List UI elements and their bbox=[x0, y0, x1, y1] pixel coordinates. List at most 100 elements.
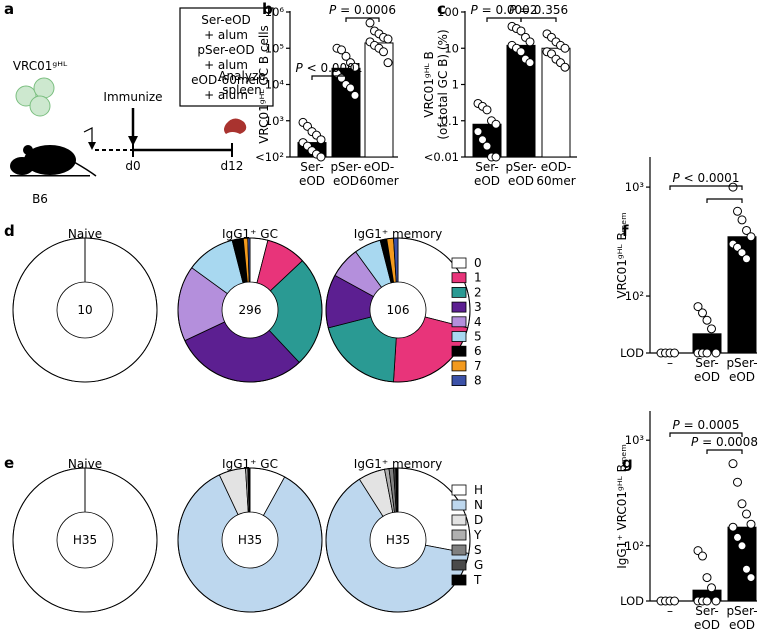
legend-swatch bbox=[451, 272, 467, 284]
donut-outline bbox=[12, 467, 158, 613]
data-point bbox=[702, 596, 712, 606]
spleen bbox=[224, 118, 247, 134]
data-point bbox=[707, 324, 716, 334]
significance-bracket bbox=[669, 432, 743, 437]
legend-swatch bbox=[451, 529, 467, 541]
x-tick-label: pSer-eOD bbox=[505, 160, 536, 188]
x-tick-label: pSer-eOD bbox=[726, 604, 757, 630]
data-point bbox=[670, 348, 679, 358]
x-tick-label: Ser-eOD bbox=[694, 604, 720, 630]
y-tick-label: 10² bbox=[625, 289, 644, 303]
legend-label: S bbox=[474, 543, 482, 557]
arrow-head bbox=[88, 142, 96, 150]
legend-label: 7 bbox=[474, 359, 482, 373]
panel-letter: g bbox=[622, 454, 633, 472]
data-point bbox=[711, 348, 721, 358]
data-point bbox=[516, 26, 526, 36]
x-tick-label: Ser-eOD bbox=[474, 160, 500, 188]
x-tick-label: – bbox=[667, 604, 673, 618]
p-value: P < 0.0001 bbox=[673, 171, 740, 185]
data-point bbox=[742, 564, 751, 574]
data-point bbox=[516, 47, 526, 57]
data-point bbox=[698, 551, 707, 561]
inject-arrow bbox=[83, 127, 93, 148]
legend-label: Y bbox=[473, 528, 482, 542]
donut-title: Naive bbox=[68, 457, 102, 471]
data-point bbox=[482, 141, 492, 151]
donut-title: IgG1⁺ GC bbox=[222, 227, 278, 241]
data-point bbox=[728, 522, 738, 532]
day-label: d0 bbox=[125, 159, 140, 173]
legend-swatch bbox=[451, 360, 467, 372]
y-axis-label: VRC01ᵍᴴᴸ GC B cells bbox=[257, 25, 271, 144]
y-tick-label: <10² bbox=[255, 150, 284, 164]
x-tick-label: Ser-eOD bbox=[694, 356, 720, 384]
data-point bbox=[698, 308, 707, 318]
data-point bbox=[733, 206, 742, 216]
y-tick-label: <0.01 bbox=[424, 150, 459, 164]
bar bbox=[727, 526, 757, 602]
data-point bbox=[693, 302, 703, 312]
data-point bbox=[737, 215, 747, 225]
panel-letter: c bbox=[437, 0, 446, 18]
p-value: P = 0.0006 bbox=[329, 3, 396, 17]
legend-label: 3 bbox=[474, 300, 482, 314]
p-value: P = 0.356 bbox=[509, 3, 568, 17]
data-point bbox=[478, 135, 487, 145]
data-point bbox=[491, 119, 501, 129]
legend-label: 0 bbox=[474, 256, 482, 270]
data-point bbox=[337, 45, 346, 55]
panel-letter: b bbox=[262, 0, 273, 18]
significance-bracket bbox=[520, 17, 557, 22]
data-point bbox=[316, 152, 326, 162]
data-point bbox=[746, 232, 756, 242]
data-point bbox=[560, 62, 570, 72]
legend-swatch bbox=[451, 375, 467, 387]
data-point bbox=[702, 315, 712, 325]
y-axis-label: VRC01ᵍᴴᴸ B(of total GC B) (%) bbox=[422, 29, 450, 139]
data-point bbox=[746, 519, 756, 529]
immunize-label: Immunize bbox=[103, 90, 162, 104]
data-point bbox=[482, 105, 492, 115]
y-tick-label: 0.1 bbox=[441, 114, 459, 128]
legend-label: 1 bbox=[474, 271, 482, 285]
data-point bbox=[737, 248, 747, 258]
data-point bbox=[728, 459, 738, 469]
donut-center: H35 bbox=[386, 533, 410, 547]
mouse bbox=[10, 145, 97, 177]
donut-title: Naive bbox=[68, 227, 102, 241]
x-tick-label: pSer-eOD bbox=[330, 160, 361, 188]
donut-center: H35 bbox=[73, 533, 97, 547]
legend-label: T bbox=[473, 573, 482, 587]
data-point bbox=[670, 596, 679, 606]
x-tick-label: eOD-60mer bbox=[359, 160, 398, 188]
box-line: + alum bbox=[204, 28, 248, 42]
p-value: P = 0.0005 bbox=[673, 418, 740, 432]
y-tick-label: LOD bbox=[620, 594, 644, 608]
legend-swatch bbox=[451, 345, 467, 357]
data-point bbox=[383, 34, 393, 44]
data-point bbox=[383, 58, 393, 68]
data-point bbox=[473, 127, 483, 137]
y-tick-label: 10³ bbox=[265, 114, 285, 128]
y-tick-label: 10² bbox=[625, 539, 644, 553]
p-value: P = 0.0002 bbox=[471, 3, 538, 17]
data-point bbox=[733, 477, 742, 487]
legend-swatch bbox=[451, 574, 467, 586]
legend-label: 8 bbox=[474, 374, 482, 388]
data-point bbox=[525, 37, 535, 47]
panel-letter: e bbox=[4, 454, 14, 472]
box-line: Ser-eOD bbox=[201, 13, 251, 27]
significance-bracket bbox=[706, 198, 743, 203]
p-value: P < 0.0001 bbox=[296, 61, 363, 75]
data-point bbox=[525, 58, 535, 68]
cells bbox=[15, 77, 55, 117]
y-tick-label: 10⁴ bbox=[265, 78, 285, 92]
data-point bbox=[379, 47, 388, 57]
legend-swatch bbox=[451, 484, 467, 496]
donut-outline bbox=[177, 237, 323, 383]
data-point bbox=[733, 532, 742, 542]
y-axis-label: VRC01ᵍᴴᴸ Bₘₑₘ bbox=[615, 212, 629, 298]
y-tick-label: 10³ bbox=[625, 433, 645, 447]
